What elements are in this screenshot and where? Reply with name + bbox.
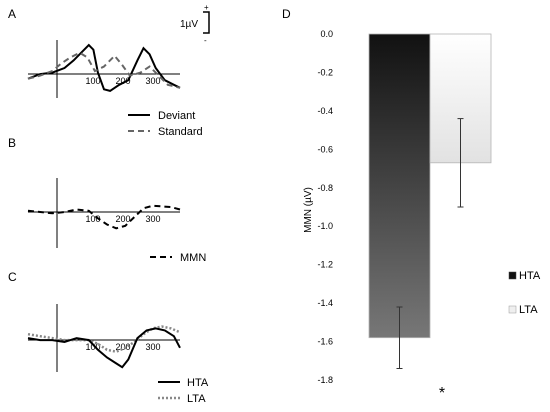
panel-b-tick-200: 200 — [115, 214, 130, 224]
panel-c-tick-300: 300 — [145, 342, 160, 352]
y-tick-label: -1.0 — [317, 221, 333, 231]
legend-lta-bar-swatch — [508, 305, 517, 314]
panel-b-x-ticks: 100 200 300 — [85, 214, 160, 224]
panel-a-tick-200: 200 — [115, 76, 130, 86]
panel-a-tick-100: 100 — [85, 76, 100, 86]
series-standard-line — [27, 51, 181, 89]
panel-b: B 100 200 300 MMN — [8, 136, 206, 264]
panel-a-x-ticks: 100 200 300 — [85, 76, 160, 86]
y-tick-label: -0.6 — [317, 144, 333, 154]
significance-marker: * — [439, 385, 445, 402]
y-tick-label: 0.0 — [320, 29, 333, 39]
y-tick-label: -1.4 — [317, 298, 333, 308]
panel-c-tick-100: 100 — [85, 342, 100, 352]
series-hta-line — [27, 327, 181, 369]
scale-bar-plus: + — [204, 3, 209, 12]
y-tick-label: -1.2 — [317, 260, 333, 270]
panel-b-tick-100: 100 — [85, 214, 100, 224]
panel-d-error-bars — [396, 118, 464, 369]
panel-c-tick-200: 200 — [115, 342, 130, 352]
panel-b-legend: MMN — [150, 252, 206, 264]
panel-a-tick-300: 300 — [145, 76, 160, 86]
panel-b-label: B — [8, 136, 16, 150]
panel-a: A 1µV + - 100 200 300 Deviant Standard — [8, 3, 210, 138]
scale-bar-label: 1µV — [180, 19, 198, 30]
y-tick-label: -0.4 — [317, 106, 333, 116]
legend-standard-label: Standard — [158, 126, 203, 138]
panel-c-label: C — [8, 270, 17, 284]
panel-d-legend: HTA LTA — [508, 270, 541, 316]
y-tick-label: -0.2 — [317, 67, 333, 77]
legend-hta-bar-swatch — [508, 271, 517, 280]
series-deviant-line — [27, 43, 181, 92]
legend-hta-label: HTA — [187, 377, 209, 389]
scale-bar-bracket — [203, 11, 210, 34]
panel-d-y-ticks: 0.0 -0.2 -0.4 -0.6 -0.8 -1.0 -1.2 -1.4 -1.6 -1.8 — [317, 29, 333, 385]
y-tick-label: -0.8 — [317, 183, 333, 193]
series-mmn-line — [27, 204, 181, 230]
panel-c-x-ticks: 100 200 300 — [85, 342, 160, 352]
panel-c: C 100 200 300 HTA LTA — [8, 270, 209, 405]
legend-lta-bar-label: LTA — [519, 304, 538, 316]
scale-bar-minus: - — [204, 36, 207, 45]
legend-deviant-label: Deviant — [158, 110, 195, 122]
panel-b-tick-300: 300 — [145, 214, 160, 224]
y-tick-label: -1.6 — [317, 337, 333, 347]
y-tick-label: -1.8 — [317, 375, 333, 385]
legend-hta-bar-label: HTA — [519, 270, 541, 282]
panel-d: D MMN (µV) 0.0 -0.2 -0.4 -0.6 -0.8 -1.0 -1.2 -1… — [282, 7, 541, 402]
panel-a-label: A — [8, 7, 16, 21]
panel-c-legend: HTA LTA — [158, 377, 209, 405]
panel-d-label: D — [282, 7, 291, 21]
error-bar-hta — [396, 306, 403, 369]
legend-mmn-label: MMN — [180, 252, 206, 264]
panel-d-y-axis-label: MMN (µV) — [303, 187, 314, 233]
bar-hta — [368, 33, 431, 339]
legend-lta-label: LTA — [187, 393, 206, 405]
panel-d-bars — [368, 33, 492, 339]
error-bar-lta — [457, 118, 464, 208]
panel-a-scale-bar: 1µV + - — [180, 3, 210, 45]
panel-a-legend: Deviant Standard — [128, 110, 203, 138]
